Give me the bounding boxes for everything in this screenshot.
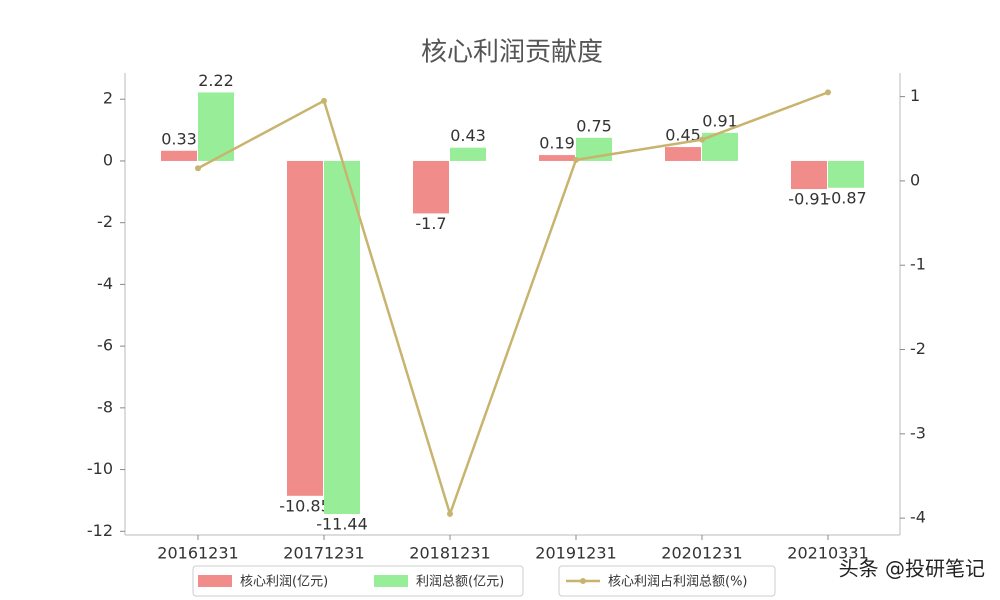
y2-tick-label: 1 (910, 86, 920, 105)
value-label: -0.91 (788, 190, 829, 209)
y2-tick-label: 0 (910, 170, 920, 189)
line-point (195, 165, 201, 172)
line-point (825, 89, 831, 96)
line-point (573, 156, 579, 163)
legend-label: 核心利润占利润总额(%) (608, 575, 748, 590)
value-label: 0.43 (450, 126, 486, 145)
bar (324, 160, 360, 515)
watermark: 头条 @投研笔记 (839, 557, 985, 581)
value-label: -1.7 (415, 214, 446, 233)
y-tick-label: -12 (87, 521, 113, 540)
x-tick-label: 20161231 (157, 544, 238, 563)
bar (665, 147, 701, 161)
y-tick-label: -10 (87, 459, 113, 478)
line-point (447, 510, 453, 517)
legend-swatch (374, 575, 408, 587)
x-tick-label: 20171231 (283, 544, 364, 563)
bar (413, 160, 449, 214)
y-tick-label: -2 (97, 212, 113, 231)
value-label: -10.85 (279, 496, 331, 515)
legend-label: 利润总额(亿元) (416, 575, 504, 590)
bar (198, 92, 234, 161)
legend-box (192, 565, 524, 597)
bar (287, 160, 323, 496)
value-label: -11.44 (316, 515, 368, 534)
x-tick-label: 20201231 (661, 544, 742, 563)
legend-label: 核心利润(亿元) (240, 575, 328, 590)
y-tick-label: -8 (97, 397, 113, 416)
chart-title: 核心利润贡献度 (421, 38, 603, 68)
legend-swatch (580, 578, 586, 584)
value-label: 2.22 (198, 71, 234, 90)
bar (539, 155, 575, 161)
value-label: 0.45 (665, 126, 701, 145)
bar (450, 147, 486, 161)
x-tick-label: 20181231 (409, 544, 490, 563)
y2-tick-label: -2 (910, 339, 926, 358)
y-tick-label: -6 (97, 336, 113, 355)
value-label: 0.75 (576, 116, 612, 135)
x-tick-label: 20191231 (535, 544, 616, 563)
y-tick-label: 2 (103, 89, 113, 108)
legend-box (558, 565, 776, 597)
bar (791, 160, 827, 190)
y2-tick-label: -4 (910, 508, 926, 527)
value-label: 0.33 (161, 129, 197, 148)
legend-swatch (198, 575, 232, 587)
y-tick-label: -4 (97, 274, 113, 293)
line-point (321, 97, 327, 104)
y-tick-label: 0 (103, 150, 113, 169)
bar (828, 160, 864, 188)
line-point (699, 136, 705, 143)
bar (161, 150, 197, 161)
value-label: 0.19 (539, 134, 575, 153)
y2-tick-label: -1 (910, 255, 926, 274)
value-label: -0.87 (825, 188, 866, 207)
value-label: 0.91 (702, 111, 738, 130)
y2-tick-label: -3 (910, 423, 926, 442)
line (197, 91, 829, 518)
x-tick-label: 20210331 (787, 544, 868, 563)
